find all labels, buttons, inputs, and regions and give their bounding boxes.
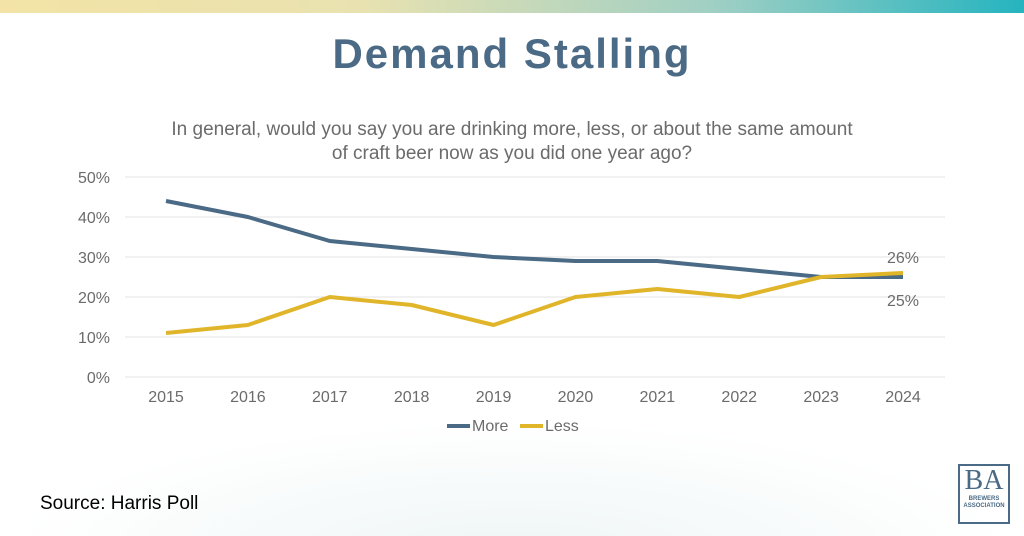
x-tick-label: 2020 xyxy=(558,389,594,406)
legend-label-less: Less xyxy=(545,418,579,435)
series-line-more xyxy=(165,199,903,279)
page-title: Demand Stalling xyxy=(332,30,692,77)
x-tick-label: 2018 xyxy=(394,389,430,406)
top-gradient-bar xyxy=(0,0,1024,13)
x-tick-label: 2015 xyxy=(148,389,184,406)
series-line-less xyxy=(165,271,904,335)
x-tick-label: 2017 xyxy=(312,389,348,406)
data-label-less: 26% xyxy=(887,250,919,267)
x-tick-label: 2024 xyxy=(885,389,921,406)
brewers-association-logo: BA BREWERS ASSOCIATION xyxy=(958,464,1010,524)
y-tick-label: 40% xyxy=(78,210,110,227)
chart-title: In general, would you say you are drinki… xyxy=(171,119,853,164)
y-tick-label: 20% xyxy=(78,290,110,307)
x-tick-label: 2022 xyxy=(721,389,757,406)
data-label-more: 25% xyxy=(887,293,919,310)
y-tick-label: 0% xyxy=(87,370,110,387)
x-tick-label: 2016 xyxy=(230,389,266,406)
x-tick-label: 2023 xyxy=(803,389,839,406)
x-tick-label: 2019 xyxy=(476,389,512,406)
source-note: Source: Harris Poll xyxy=(40,493,199,514)
legend-label-more: More xyxy=(472,418,509,435)
x-tick-label: 2021 xyxy=(640,389,676,406)
y-tick-label: 50% xyxy=(78,170,110,187)
y-tick-label: 30% xyxy=(78,250,110,267)
background-pattern xyxy=(0,420,1024,536)
y-tick-label: 10% xyxy=(78,330,110,347)
